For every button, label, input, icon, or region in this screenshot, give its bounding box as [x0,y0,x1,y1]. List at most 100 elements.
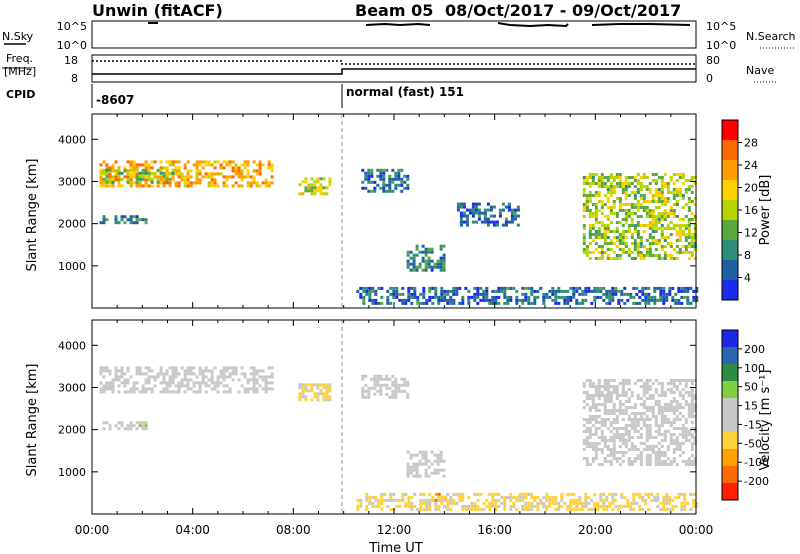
velocity-cell [418,474,422,478]
power-cell [578,286,582,290]
velocity-cell [683,498,687,502]
velocity-cell [669,379,673,382]
velocity-cell [382,377,386,381]
velocity-cell [165,372,169,376]
power-cell [482,292,486,296]
power-cell [135,172,139,176]
velocity-cell [629,504,633,508]
power-cell [467,301,471,305]
velocity-cell [642,403,646,406]
velocity-cell [660,382,664,385]
power-cell [615,182,619,185]
power-cell [651,224,655,227]
velocity-colorbar-tick-label: 200 [744,343,765,356]
power-cell [171,175,175,179]
power-cell [597,185,601,188]
power-cell [660,224,664,227]
power-cell [391,177,395,181]
power-cell [545,295,549,299]
power-cell [503,289,507,293]
power-cell [624,236,628,239]
velocity-cell [159,366,163,370]
power-colorbar-tick-label: 4 [744,272,751,285]
power-cell [415,253,419,257]
power-cell [168,171,172,175]
power-cell [135,166,139,170]
velocity-cell [654,436,658,439]
velocity-cell [594,421,598,424]
velocity-cell [412,465,416,469]
velocity-cell [690,391,694,394]
power-cell [518,298,522,302]
power-cell [362,301,366,305]
power-cell [105,184,109,188]
velocity-cell [252,369,256,373]
power-cell [627,224,631,227]
velocity-cell [433,471,437,475]
power-cell [207,184,211,188]
power-cell [597,227,601,230]
velocity-cell [437,495,441,499]
cpid-segment-1: -8607 [96,93,134,107]
power-cell [645,248,649,251]
velocity-cell [609,385,613,388]
power-cell [204,172,208,176]
velocity-cell [129,390,133,394]
power-cell [482,289,486,293]
power-cell [587,286,591,290]
velocity-cell [476,507,480,511]
velocity-cell [639,415,643,418]
power-cell [609,209,613,212]
velocity-cell [240,384,244,388]
velocity-cell [168,366,172,370]
power-cell [654,194,658,197]
power-cell [588,215,592,218]
power-cell [681,197,685,200]
power-cell [486,223,490,227]
velocity-cell [171,366,175,370]
power-cell [477,217,481,221]
power-cell [307,189,311,193]
power-cell [492,223,496,227]
velocity-cell [328,398,332,402]
velocity-cell [219,381,223,385]
velocity-cell [647,507,651,511]
velocity-cell [569,501,573,505]
velocity-cell [464,504,468,508]
velocity-cell [430,450,434,454]
power-cell [615,257,619,260]
velocity-cell [383,498,387,502]
power-cell [467,289,471,293]
velocity-cell [681,427,685,430]
power-cell [392,295,396,299]
power-cell [566,289,570,293]
velocity-cell [310,398,314,402]
velocity-cell [368,495,372,499]
velocity-cell [593,501,597,505]
power-cell [467,295,471,299]
velocity-cell [524,501,528,505]
power-cell [591,203,595,206]
velocity-cell [225,369,229,373]
power-cell [391,180,395,184]
power-cell [364,186,368,190]
power-cell [680,301,684,305]
power-cell [575,286,579,290]
power-cell [459,214,463,218]
velocity-cell [439,468,443,472]
power-cell [129,218,133,222]
velocity-cell [615,421,619,424]
power-cell [582,233,586,236]
velocity-cell [687,463,691,466]
power-cell [695,286,699,290]
power-cell [627,203,631,206]
power-cell [681,230,685,233]
velocity-cell [618,406,622,409]
power-cell [177,172,181,176]
power-cell [548,289,552,293]
power-cell [681,182,685,185]
power-cell [603,236,607,239]
velocity-cell [582,439,586,442]
power-cell [582,215,586,218]
velocity-cell [132,387,136,391]
